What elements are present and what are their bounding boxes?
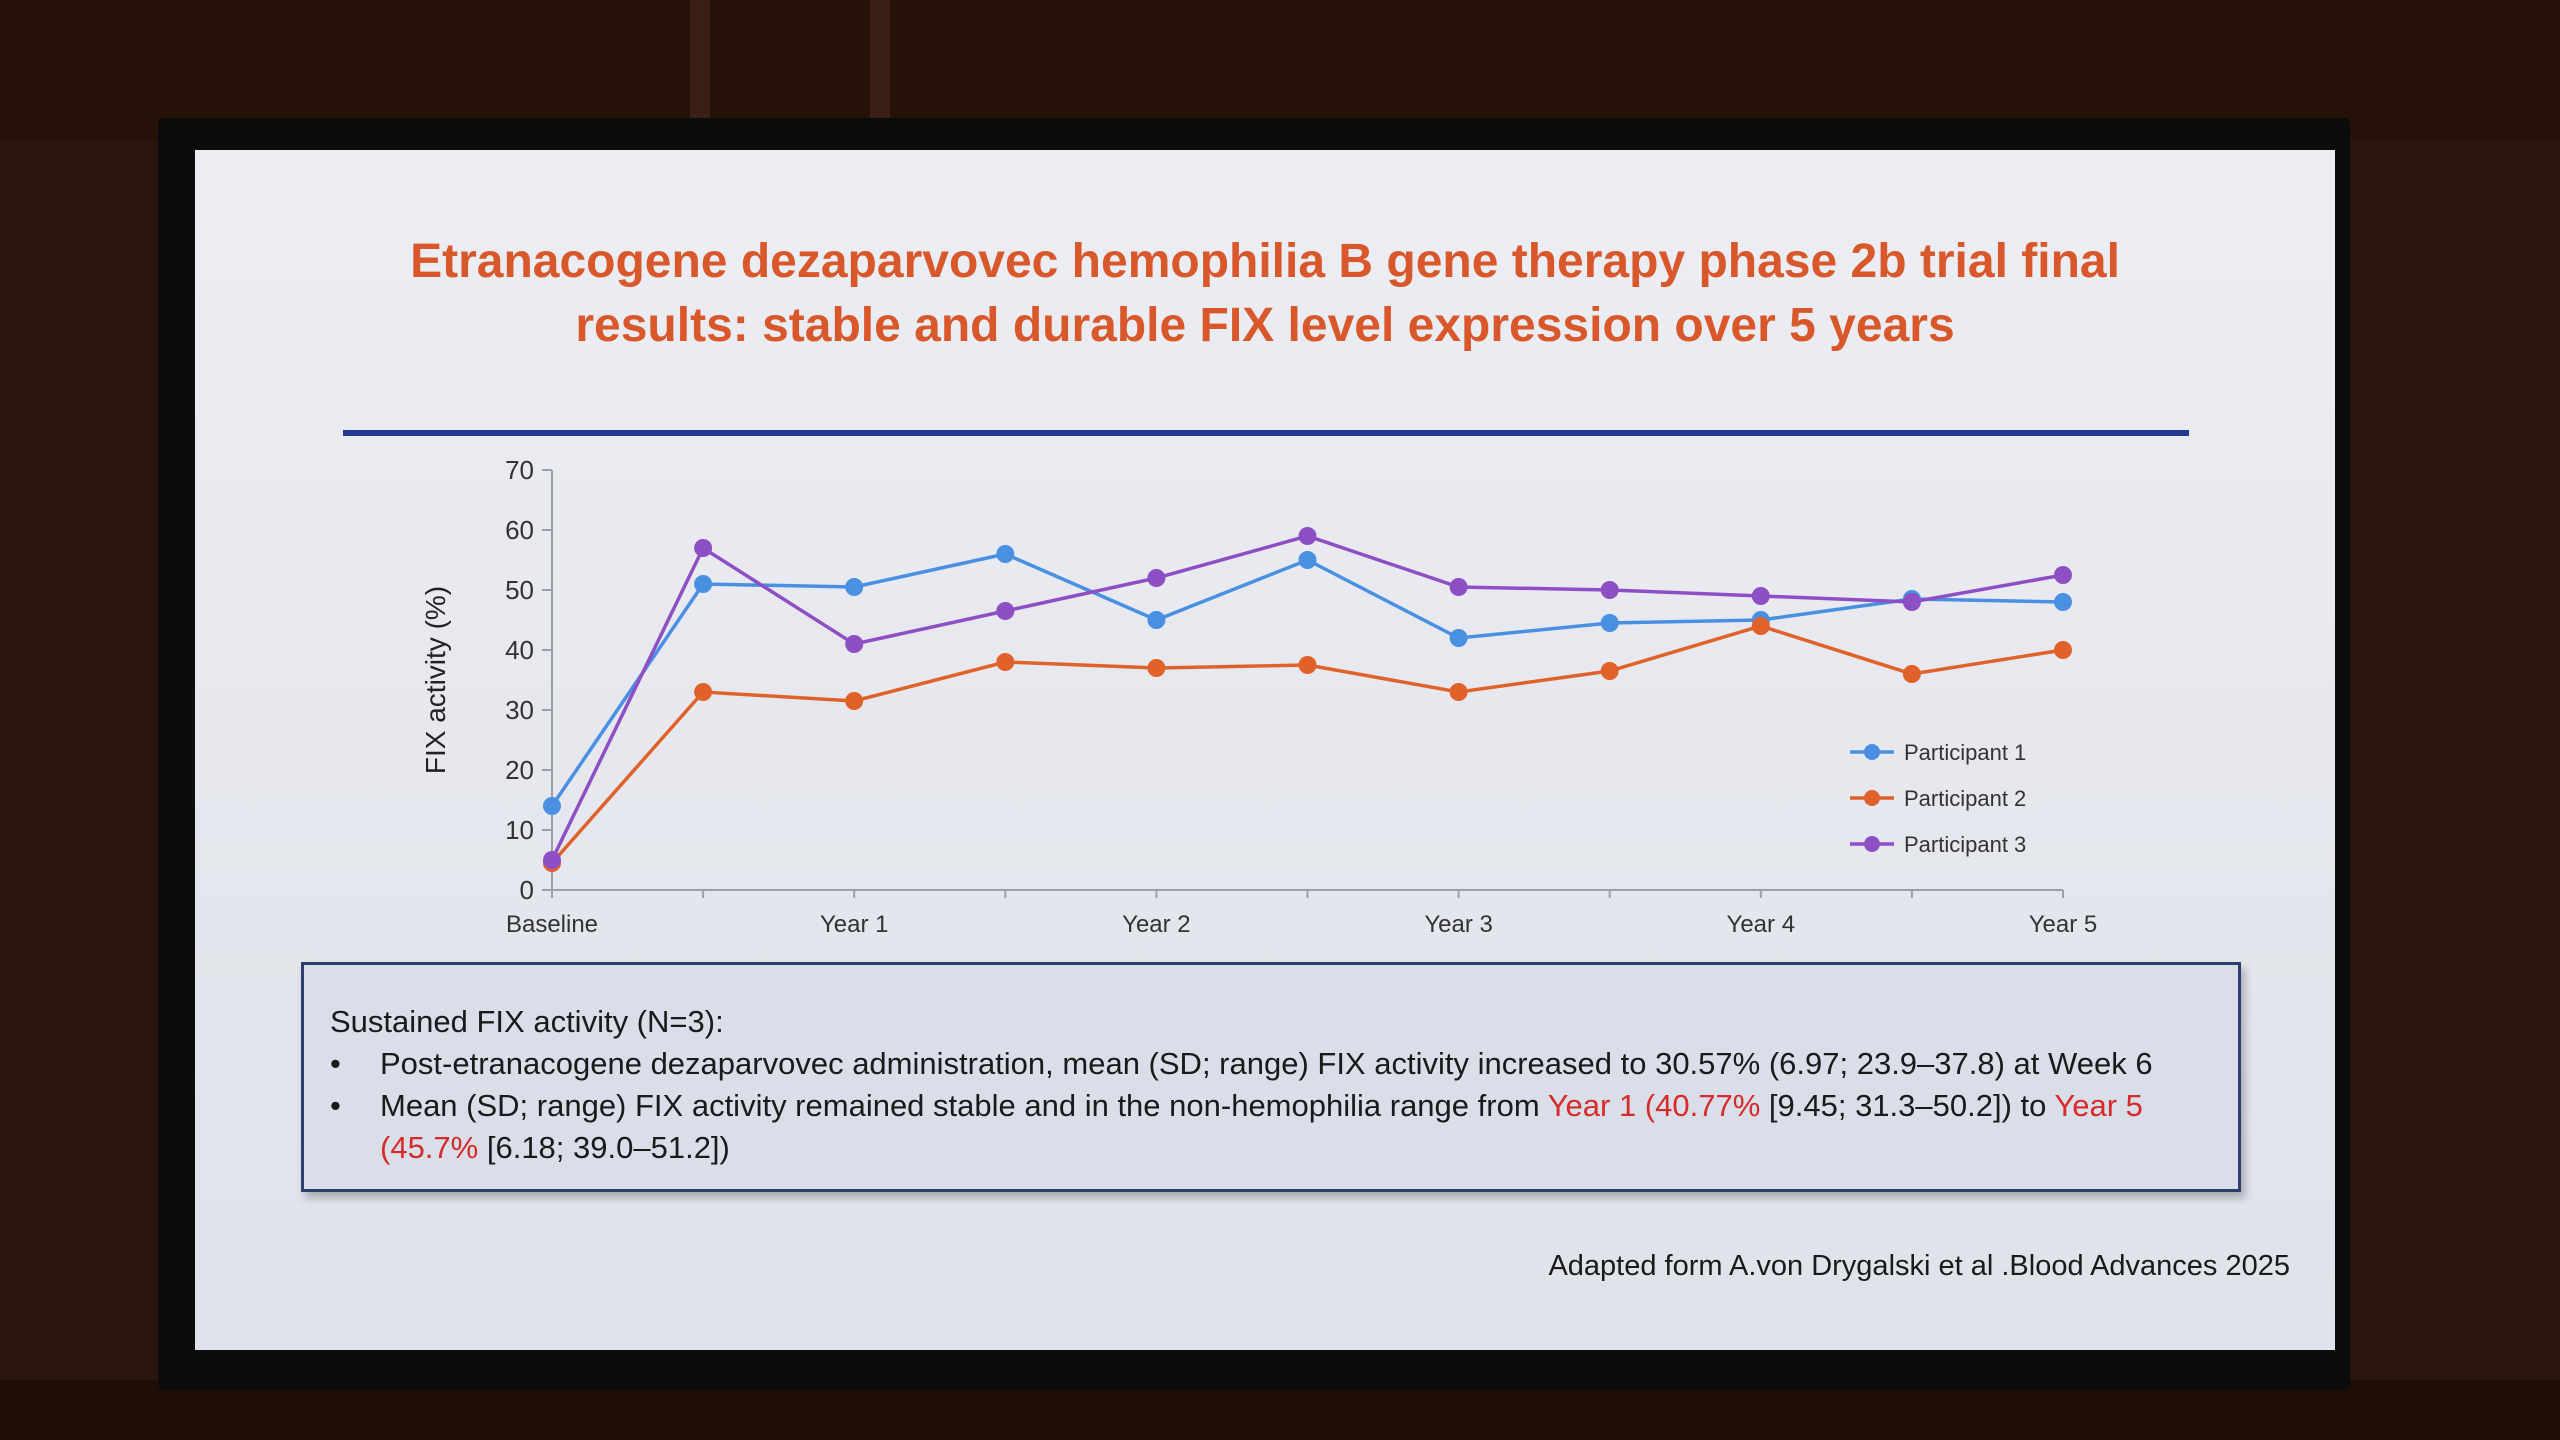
y-tick-label: 0 [520,875,534,905]
room-background-bottom [0,1380,2560,1440]
summary-bullet-2-text: [6.18; 39.0–51.2]) [478,1130,730,1165]
summary-bullet-2-text: Mean (SD; range) FIX activity remained s… [380,1088,1548,1123]
data-point-participant-3 [1298,527,1317,545]
data-point-participant-3 [694,539,713,557]
data-point-participant-2 [1600,662,1619,680]
year5-highlight: Year 5 (45.7% [380,1088,2143,1165]
summary-list: Post-etranacogene dezaparvovec administr… [330,1043,2212,1169]
x-tick-label: Year 1 [820,911,889,938]
year1-highlight: Year 1 (40.77% [1547,1088,1761,1123]
room-background-top [0,0,2560,140]
slide-title: Etranacogene dezaparvovec hemophilia B g… [295,230,2235,358]
data-point-participant-3 [1751,587,1770,605]
summary-box: Sustained FIX activity (N=3): Post-etran… [301,962,2241,1192]
legend-swatch-marker [1864,744,1880,760]
data-point-participant-1 [996,545,1015,563]
title-divider [343,430,2189,436]
room-pillar [870,0,890,140]
x-tick-label: Year 3 [1424,911,1493,938]
data-point-participant-3 [1902,593,1921,611]
data-point-participant-3 [1600,581,1619,599]
data-point-participant-2 [694,683,713,701]
legend-label: Participant 2 [1904,786,2026,811]
summary-bullet-1: Post-etranacogene dezaparvovec administr… [330,1043,2212,1085]
x-tick-label: Year 4 [1727,911,1796,938]
data-point-participant-3 [996,602,1015,620]
data-point-participant-1 [1449,629,1468,647]
data-point-participant-2 [1147,659,1166,677]
slide-title-line-1: Etranacogene dezaparvovec hemophilia B g… [410,235,2120,288]
data-point-participant-3 [845,635,864,653]
y-tick-label: 50 [505,575,534,605]
legend-label: Participant 3 [1904,832,2026,857]
source-credit: Adapted form A.von Drygalski et al .Bloo… [1548,1250,2290,1282]
series-line-participant-1 [550,552,2064,807]
summary-bullet-2: Mean (SD; range) FIX activity remained s… [330,1085,2212,1169]
legend-swatch-marker [1864,836,1880,852]
data-point-participant-1 [1147,611,1166,629]
data-point-participant-3 [543,851,561,869]
data-point-participant-3 [1449,578,1468,596]
room-pillar [690,0,710,140]
x-tick-label: Year 5 [2029,911,2098,938]
y-tick-label: 20 [505,755,534,785]
slide-screen: Etranacogene dezaparvovec hemophilia B g… [195,150,2335,1350]
data-point-participant-2 [1449,683,1468,701]
data-point-participant-1 [845,578,864,596]
data-point-participant-3 [1147,569,1166,587]
legend-swatch-marker [1864,790,1880,806]
data-point-participant-2 [1751,617,1770,635]
data-point-participant-1 [1600,614,1619,632]
data-point-participant-2 [2054,641,2072,659]
y-tick-label: 70 [505,455,534,485]
fix-activity-line-chart: 0 10 20 30 40 50 60 70 Baseline Year 1 Year 2 Year … [420,455,2098,938]
slide-title-line-2: results: stable and durable FIX level ex… [575,299,1955,352]
y-axis-title: FIX activity (%) [420,586,451,774]
data-point-participant-3 [2054,566,2072,584]
data-point-participant-1 [2054,593,2072,611]
x-tick-label: Year 2 [1122,911,1191,938]
y-tick-label: 30 [505,695,534,725]
x-tick-label: Baseline [506,911,598,938]
data-point-participant-2 [845,692,864,710]
y-tick-label: 40 [505,635,534,665]
legend-label: Participant 1 [1904,740,2026,765]
data-point-participant-1 [543,797,561,815]
data-point-participant-1 [1298,551,1317,569]
data-point-participant-2 [1902,665,1921,683]
y-tick-label: 10 [505,815,534,845]
y-tick-label: 60 [505,515,534,545]
summary-bullet-2-text: [9.45; 31.3–50.2]) to [1760,1088,2055,1123]
data-point-participant-2 [1298,656,1317,674]
data-point-participant-2 [996,653,1015,671]
summary-heading: Sustained FIX activity (N=3): [330,1004,724,1039]
data-point-participant-1 [694,575,713,593]
